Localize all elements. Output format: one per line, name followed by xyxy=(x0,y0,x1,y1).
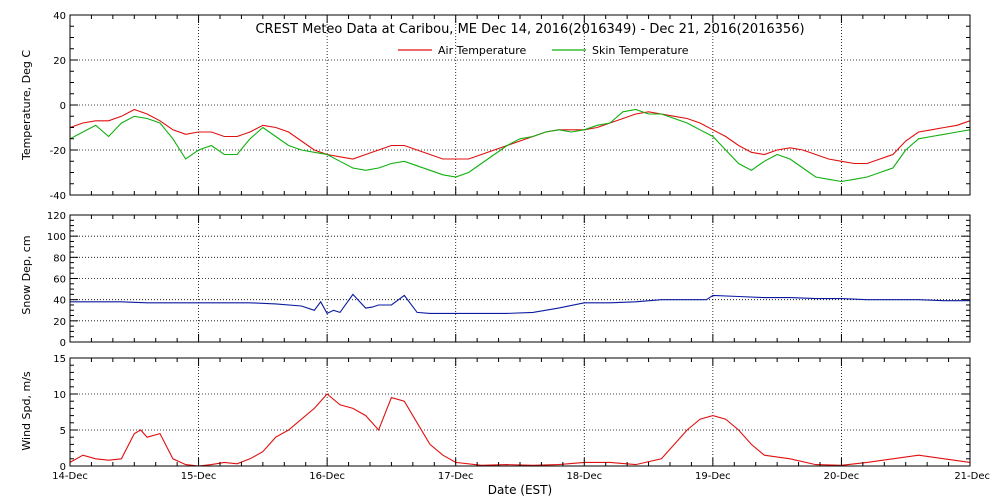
text-layer: CREST Meteo Data at Caribou, ME Dec 14, … xyxy=(20,22,805,497)
y-tick-label: 60 xyxy=(53,275,66,286)
wind-y-axis-label: Wind Spd, m/s xyxy=(20,371,33,451)
legend-skin-label: Skin Temperature xyxy=(592,44,689,57)
chart-title: CREST Meteo Data at Caribou, ME Dec 14, … xyxy=(255,22,804,37)
y-tick-label: 0 xyxy=(60,101,66,112)
series-line-0-0 xyxy=(69,108,971,165)
y-tick-label: 20 xyxy=(53,317,66,328)
x-tick-label: 20-Dec xyxy=(824,471,860,482)
series-layer xyxy=(69,108,971,467)
y-tick-label: 15 xyxy=(53,354,66,365)
panel-frame xyxy=(69,357,971,467)
x-tick-label: 17-Dec xyxy=(438,471,474,482)
y-tick-label: 40 xyxy=(53,11,66,22)
y-tick-label: 5 xyxy=(60,426,66,437)
x-tick-label: 21-Dec xyxy=(954,471,990,482)
x-axis-label: Date (EST) xyxy=(488,483,552,497)
y-tick-label: -40 xyxy=(50,191,66,202)
grid-layer xyxy=(70,15,970,466)
x-tick-label: 14-Dec xyxy=(52,471,88,482)
x-tick-label: 18-Dec xyxy=(566,471,602,482)
x-tick-label: 15-Dec xyxy=(181,471,217,482)
y-tick-label: 10 xyxy=(53,390,66,401)
y-tick-label: 80 xyxy=(53,253,66,264)
snow-y-axis-label: Snow Dep, cm xyxy=(20,235,33,314)
y-tick-label: 20 xyxy=(53,56,66,67)
y-tick-label: -20 xyxy=(50,146,66,157)
y-tick-label: 40 xyxy=(53,296,66,307)
temp-y-axis-label: Temperature, Deg C xyxy=(20,50,33,161)
legend-air-label: Air Temperature xyxy=(438,44,527,57)
y-tick-label: 0 xyxy=(60,338,66,349)
series-line-1-0 xyxy=(70,293,970,315)
axes-layer: -40 -20 0 20 40 0 20 40 60 80 100 120 0 5 10 15 14-Dec 15… xyxy=(47,11,990,482)
x-tick-label: 19-Dec xyxy=(695,471,731,482)
y-tick-label: 100 xyxy=(47,232,66,243)
panel-frames xyxy=(69,14,971,467)
x-tick-label: 16-Dec xyxy=(309,471,345,482)
y-tick-label: 120 xyxy=(47,211,66,222)
series-line-0-1 xyxy=(69,108,971,183)
y-tick-label: 0 xyxy=(60,462,66,473)
series-line-2-0 xyxy=(69,393,971,467)
